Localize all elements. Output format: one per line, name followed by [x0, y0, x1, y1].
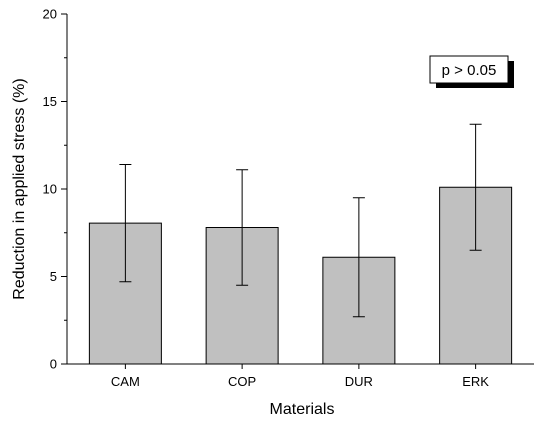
x-axis-title: Materials	[270, 401, 335, 418]
y-tick-label-15: 15	[43, 94, 57, 109]
y-ticks-layer: 0 5 10 15 20	[43, 7, 67, 372]
y-tick-label-5: 5	[50, 269, 57, 284]
annotation-box	[429, 55, 509, 84]
x-tick-label-erk: ERK	[462, 374, 489, 389]
p-value-annotation: p > 0.05	[429, 55, 514, 88]
y-tick-label-10: 10	[43, 182, 57, 197]
annotation-text: p > 0.05	[442, 62, 497, 79]
x-tick-label-dur: DUR	[345, 374, 373, 389]
y-tick-label-20: 20	[43, 7, 57, 22]
bars-layer	[88, 186, 513, 365]
x-tick-label-cam: CAM	[111, 374, 140, 389]
y-tick-label-0: 0	[50, 357, 57, 372]
x-ticks-layer: CAM COP DUR ERK	[111, 364, 489, 389]
x-tick-label-cop: COP	[228, 374, 256, 389]
y-axis-title: Reduction in applied stress (%)	[11, 78, 28, 299]
error-bars-layer	[119, 123, 482, 318]
